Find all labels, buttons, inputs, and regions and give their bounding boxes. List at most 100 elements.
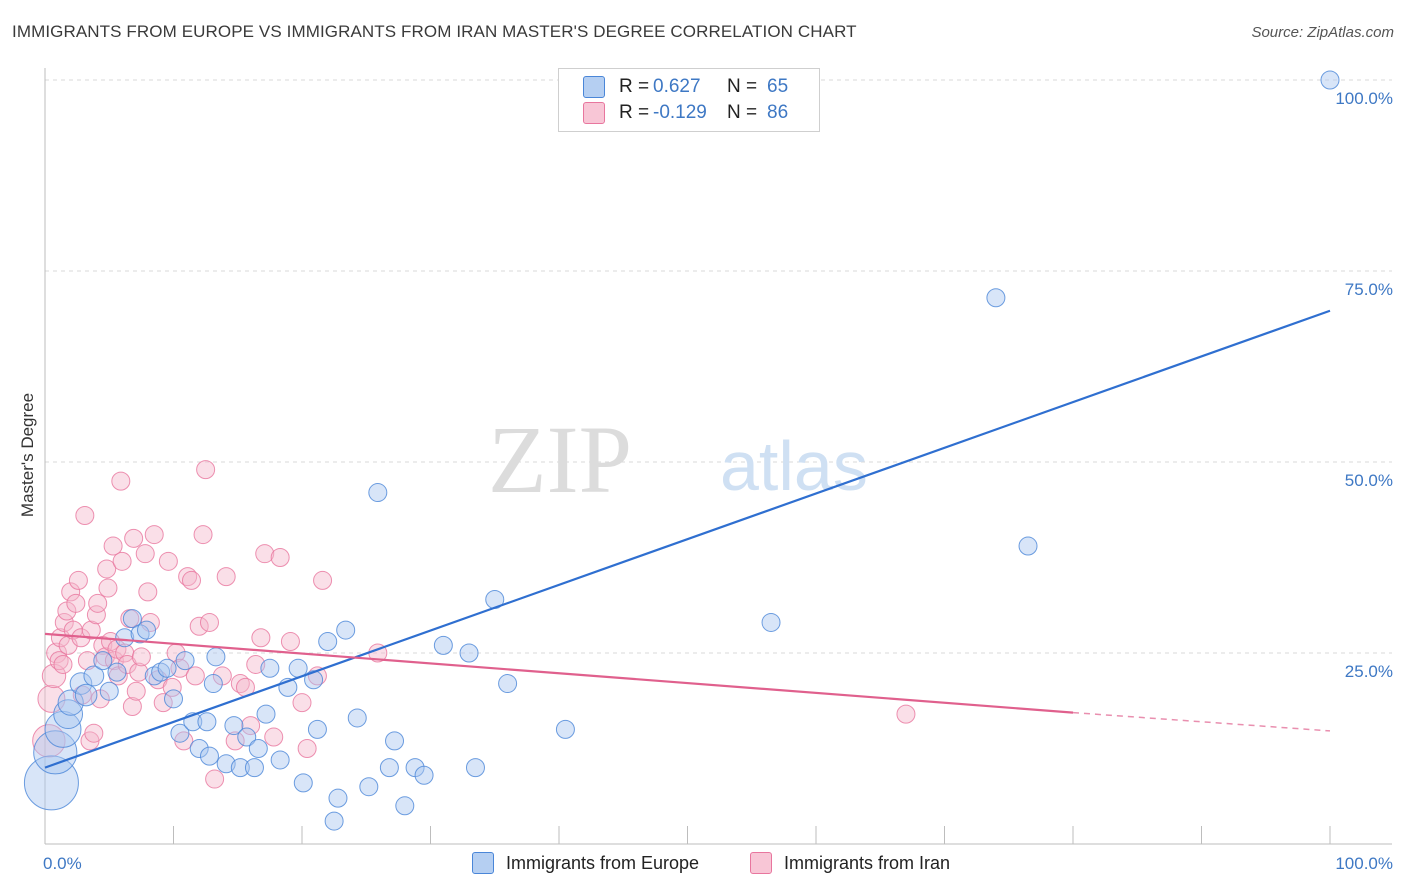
europe-point [137, 620, 157, 640]
europe-point [93, 651, 113, 671]
europe-point [270, 750, 290, 770]
iran-point [84, 723, 104, 743]
europe-point [199, 746, 219, 766]
europe-point [170, 723, 190, 743]
europe-point [203, 674, 223, 694]
europe-point [336, 620, 356, 640]
tick-labels: 100.0% 75.0% 50.0% 25.0% 0.0% 100.0% [43, 89, 1393, 873]
iran-point [111, 471, 131, 491]
legend-n-value-europe: 65 [767, 76, 789, 97]
europe-point [359, 777, 379, 797]
iran-point [189, 616, 209, 636]
iran-point [49, 651, 69, 671]
iran-point [193, 525, 213, 545]
legend-r-label: R = [619, 76, 650, 97]
x-tick-label-max: 100.0% [1335, 854, 1393, 873]
bottom-legend-swatch-europe [472, 852, 494, 874]
legend-n-label: N = [727, 76, 758, 97]
iran-point [185, 666, 205, 686]
iran-point [101, 632, 121, 652]
europe-point [459, 643, 479, 663]
iran-point [251, 628, 271, 648]
europe-point [23, 755, 79, 811]
iran-point [81, 620, 101, 640]
europe-point [379, 758, 399, 778]
iran-trend-extension [1072, 711, 1331, 732]
europe-point [395, 796, 415, 816]
europe-point [44, 710, 82, 748]
iran-point [88, 593, 108, 613]
x-tick-label-min: 0.0% [43, 854, 82, 873]
source-label: Source: ZipAtlas.com [1251, 24, 1394, 41]
legend-r-label: R = [619, 102, 650, 123]
iran-point [124, 528, 144, 548]
legend-row-iran: R = -0.129 N = 86 [583, 101, 807, 125]
iran-point [104, 651, 124, 671]
europe-point [230, 758, 250, 778]
europe-point [189, 739, 209, 758]
iran-point [153, 693, 173, 713]
iran-point [225, 731, 245, 751]
iran-point [97, 559, 117, 579]
chart-title: IMMIGRANTS FROM EUROPE VS IMMIGRANTS FRO… [12, 22, 857, 41]
legend-r-value-iran: -0.129 [653, 102, 707, 123]
europe-point [206, 647, 226, 667]
y-tick-label: 100.0% [1335, 89, 1393, 108]
europe-point [69, 672, 93, 695]
iran-point [196, 460, 216, 480]
europe-point [414, 765, 434, 785]
europe-point [164, 689, 183, 709]
europe-point [498, 674, 518, 694]
gridlines [45, 79, 1392, 654]
iran-point [126, 681, 146, 701]
europe-point [115, 628, 135, 648]
europe-point [555, 719, 575, 739]
europe-point [175, 651, 195, 671]
europe-point [328, 788, 348, 808]
iran-point [75, 505, 95, 525]
iran-point [292, 693, 312, 713]
legend-swatch-iran [583, 102, 605, 124]
iran-point [313, 570, 333, 590]
iran-point [129, 662, 149, 682]
watermark-zip: ZIP [488, 406, 632, 513]
europe-point [248, 739, 268, 758]
europe-point [237, 727, 257, 747]
europe-point [99, 681, 119, 701]
europe-point [256, 704, 276, 724]
iran-point [280, 632, 300, 652]
iran-point [138, 582, 158, 602]
europe-point [465, 758, 485, 778]
y-tick-label: 25.0% [1345, 662, 1393, 681]
bottom-legend-label-europe: Immigrants from Europe [506, 852, 700, 873]
iran-point [158, 551, 178, 571]
europe-point [307, 719, 327, 739]
europe-point [107, 662, 127, 682]
europe-point [304, 670, 324, 690]
iran-point [181, 570, 201, 590]
iran-point [264, 727, 284, 747]
iran-point [122, 696, 142, 716]
europe-point [761, 612, 781, 632]
iran-point [66, 593, 86, 613]
europe-point [385, 731, 405, 751]
iran-point [216, 567, 236, 587]
iran-point [131, 647, 151, 667]
legend-row-europe: R = 0.627 N = 65 [583, 75, 807, 99]
iran-point [270, 548, 290, 567]
iran-point [230, 674, 250, 694]
iran-point [112, 551, 132, 571]
y-axis-label: Master's Degree [18, 392, 37, 518]
europe-point [318, 632, 338, 652]
europe-point [224, 716, 244, 736]
iran-point [103, 536, 123, 556]
bottom-legend-label-iran: Immigrants from Iran [784, 852, 951, 873]
iran-point [135, 544, 155, 564]
iran-point [98, 578, 118, 598]
legend-n-label: N = [727, 102, 758, 123]
legend-n-value-iran: 86 [767, 102, 789, 123]
y-tick-label: 50.0% [1345, 471, 1393, 490]
iran-point [72, 685, 92, 705]
iran-point [178, 567, 198, 587]
